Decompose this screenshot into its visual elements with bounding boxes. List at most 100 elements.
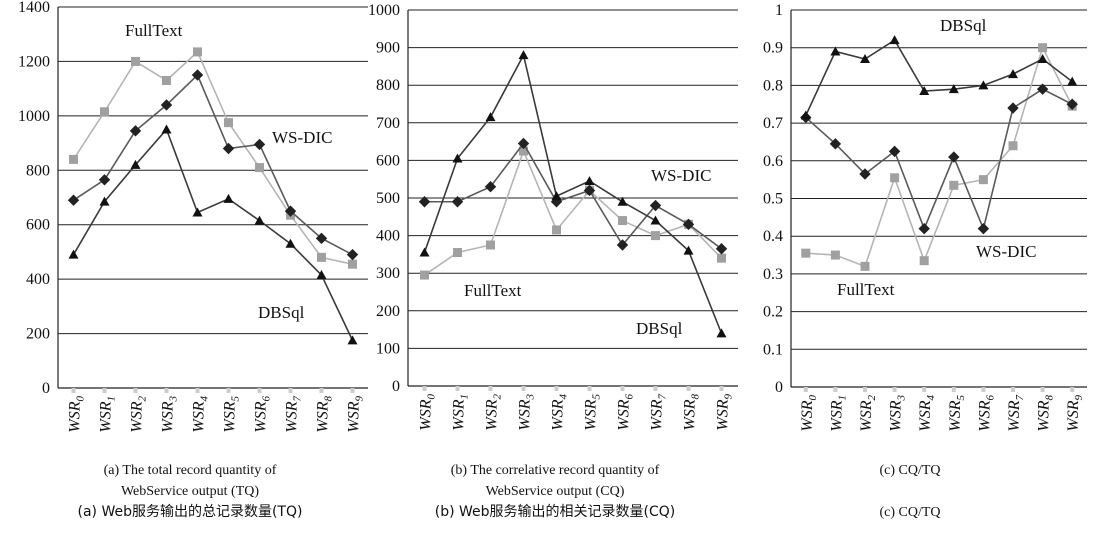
y-tick-label: 1 (775, 2, 783, 19)
x-tick-label: WSR6 (253, 396, 273, 433)
data-point-fulltext (193, 47, 202, 57)
data-point-ws-dic (715, 243, 728, 255)
data-point-dbsql (1008, 69, 1018, 79)
x-tick-mark (1070, 387, 1075, 392)
series-line-fulltext (72, 50, 353, 265)
x-tick-mark (257, 388, 262, 393)
data-point-dbsql (223, 193, 234, 203)
x-tick-label: WSR2 (484, 394, 504, 431)
data-point-dbsql (800, 110, 811, 120)
x-tick-mark (863, 387, 867, 392)
y-tick-label: 0.7 (763, 115, 783, 132)
x-tick-label: WSR0 (67, 396, 87, 433)
data-point-ws-dic (315, 232, 328, 245)
data-point-ws-dic (948, 151, 960, 163)
y-tick-label: 900 (376, 40, 400, 57)
chart-panel-c: 0 0.1 0.2 0.3 0.4 0.5 0.6 0.7 0.8 0.9 1 WSR0 WSR1 WSR… (763, 2, 1087, 432)
data-point-dbsql (68, 249, 79, 259)
y-tick-label: 0.2 (763, 304, 783, 321)
data-point-ws-dic (129, 125, 142, 137)
x-tick-label: WSR5 (222, 396, 242, 433)
y-tick-label: 200 (376, 303, 400, 320)
x-tick-label: WSR8 (682, 394, 702, 431)
data-point-fulltext (100, 107, 109, 117)
data-point-dbsql (716, 328, 727, 338)
series-annotation-fulltext: FullText (837, 280, 895, 299)
y-tick-label: 0.1 (763, 341, 783, 358)
data-point-dbsql (161, 124, 172, 134)
x-tick-mark (1011, 387, 1015, 392)
data-point-fulltext (317, 252, 326, 262)
y-tick-label: 400 (376, 228, 400, 245)
x-tick-label: WSR4 (191, 396, 211, 433)
data-point-ws-dic (284, 205, 297, 217)
series-line-ws-dic (73, 73, 353, 256)
y-tick-label: 0.4 (763, 228, 783, 245)
x-tick-mark (1040, 387, 1045, 392)
x-tick-label: WSR4 (917, 395, 937, 432)
data-point-dbsql (584, 176, 595, 186)
x-tick-mark (350, 388, 355, 393)
data-point-fulltext (453, 248, 462, 258)
data-point-ws-dic (253, 138, 266, 151)
data-point-dbsql (285, 238, 296, 248)
x-tick-label: WSR3 (517, 394, 537, 431)
series-line-dbsql (72, 127, 354, 341)
data-point-dbsql (551, 191, 562, 201)
x-tick-label: WSR9 (346, 396, 366, 433)
x-tick-label: WSR8 (1036, 395, 1056, 432)
y-tick-label: 1400 (18, 0, 50, 16)
data-point-ws-dic (517, 137, 530, 150)
data-point-ws-dic (583, 184, 596, 197)
x-tick-label: WSR7 (1006, 395, 1026, 432)
x-tick-mark (164, 388, 169, 393)
data-point-ws-dic (98, 174, 111, 186)
x-tick-mark (422, 386, 427, 391)
data-point-ws-dic (222, 142, 235, 155)
data-point-ws-dic (451, 196, 464, 208)
x-tick-label: WSR2 (858, 395, 878, 432)
caption-a: (a) The total record quantity of WebServ… (20, 460, 360, 523)
x-tick-mark (892, 387, 897, 392)
x-tick-label: WSR5 (583, 394, 603, 431)
data-point-fulltext (890, 173, 900, 183)
x-tick-label: WSR3 (160, 396, 180, 433)
data-point-ws-dic (1066, 98, 1078, 110)
data-point-fulltext (978, 175, 988, 185)
x-tick-mark (620, 386, 625, 391)
caption-a-en-line1: (a) The total record quantity of (103, 463, 277, 478)
y-tick-label: 200 (26, 326, 50, 343)
series-line-ws-dic (805, 88, 1073, 232)
series-annotation-dbsql: DBSql (636, 319, 683, 338)
x-tick-label: WSR7 (649, 394, 669, 431)
series-annotation-ws-dic: WS-DIC (651, 166, 711, 185)
data-point-ws-dic (616, 239, 629, 251)
data-point-ws-dic (1036, 83, 1049, 95)
data-point-dbsql (254, 215, 265, 225)
y-tick-label: 1000 (18, 108, 50, 125)
x-tick-label: WSR1 (828, 395, 848, 432)
data-point-dbsql (485, 112, 496, 122)
x-tick-mark (981, 387, 986, 392)
data-point-dbsql (860, 54, 870, 64)
caption-b: (b) The correlative record quantity of W… (380, 460, 730, 523)
x-tick-mark (319, 388, 324, 393)
x-tick-mark (455, 386, 460, 391)
caption-b-en-line1: (b) The correlative record quantity of (450, 463, 660, 478)
data-point-dbsql (683, 245, 694, 255)
data-point-dbsql (347, 335, 358, 345)
chart-panel-a: 0 200 400 600 800 1000 1200 1400 WSR0 WSR1 WSR2 WSR… (18, 0, 368, 433)
data-point-ws-dic (191, 69, 204, 81)
y-tick-label: 0 (775, 379, 783, 396)
data-point-dbsql (99, 196, 110, 206)
data-point-dbsql (617, 196, 628, 206)
x-tick-label: WSR4 (550, 394, 570, 431)
data-point-fulltext (919, 256, 929, 266)
data-point-ws-dic (484, 181, 497, 193)
series-annotation-fulltext: FullText (464, 281, 522, 300)
y-tick-label: 0.6 (763, 153, 783, 170)
y-tick-label: 0.9 (763, 40, 783, 57)
data-point-fulltext (949, 180, 959, 190)
x-tick-mark (653, 386, 658, 391)
caption-c-cn: (c) CQ/TQ (879, 505, 941, 520)
